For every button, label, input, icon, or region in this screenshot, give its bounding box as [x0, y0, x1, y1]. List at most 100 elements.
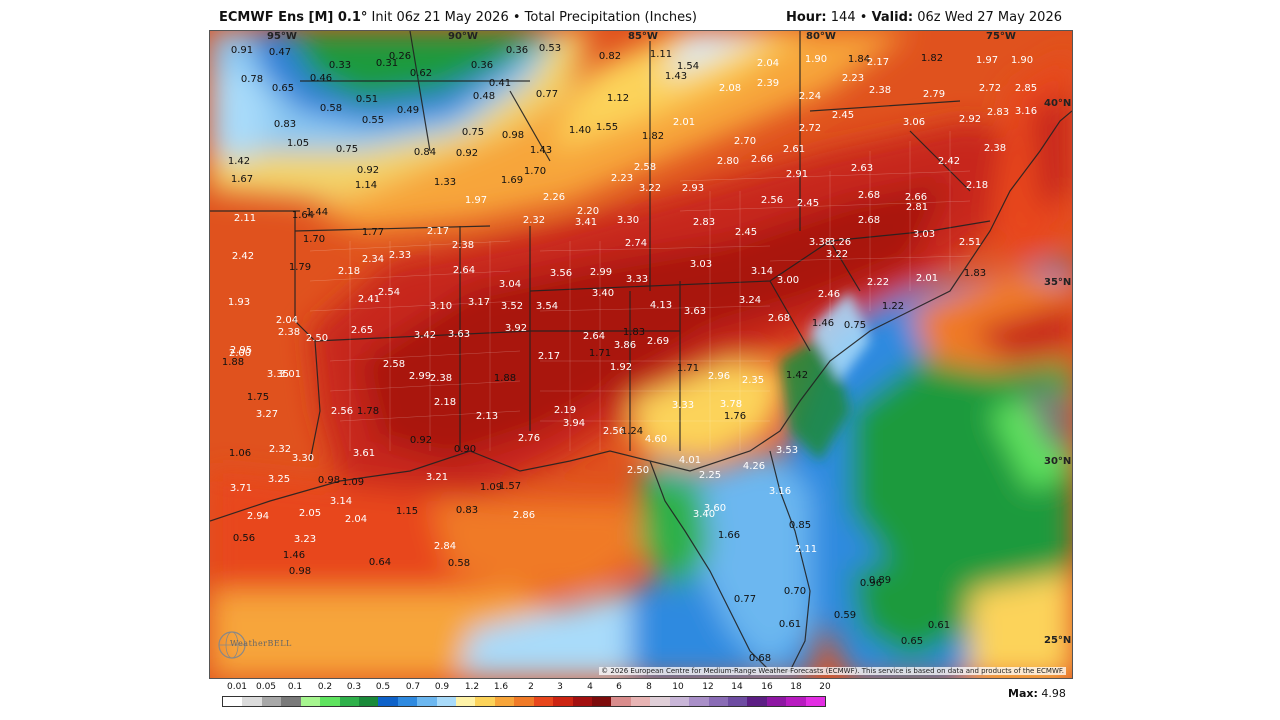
- precip-value-label: 0.98: [501, 130, 525, 141]
- precip-value-label: 3.22: [825, 249, 849, 260]
- precip-value-label: 0.48: [472, 91, 496, 102]
- precip-value-label: 3.78: [719, 399, 743, 410]
- precip-value-label: 2.25: [698, 470, 722, 481]
- precip-value-label: 1.54: [676, 61, 700, 72]
- precip-value-label: 3.21: [425, 472, 449, 483]
- precip-value-label: 2.72: [978, 83, 1002, 94]
- legend-tick-label: 18: [790, 682, 802, 692]
- precip-value-label: 2.68: [857, 190, 881, 201]
- precip-value-label: 2.11: [794, 544, 818, 555]
- precip-value-label: 0.68: [748, 653, 772, 664]
- precip-value-label: 1.06: [228, 448, 252, 459]
- precip-value-label: 3.35: [266, 369, 290, 380]
- precip-value-label: 0.92: [356, 165, 380, 176]
- map-title: ECMWF Ens [M] 0.1° Init 06z 21 May 2026 …: [219, 10, 697, 25]
- precip-value-label: 2.68: [767, 313, 791, 324]
- precip-value-label: 2.38: [868, 85, 892, 96]
- precip-value-label: 2.05: [298, 508, 322, 519]
- precip-value-label: 2.38: [983, 143, 1007, 154]
- precip-value-label: 1.15: [395, 506, 419, 517]
- precip-value-label: 1.42: [227, 156, 251, 167]
- precip-value-label: 1.09: [341, 477, 365, 488]
- precip-value-label: 0.31: [375, 58, 399, 69]
- precip-value-label: 3.63: [447, 329, 471, 340]
- precip-value-label: 0.65: [900, 636, 924, 647]
- precip-value-label: 3.40: [692, 509, 716, 520]
- precip-value-label: 1.82: [920, 53, 944, 64]
- precip-value-label: 0.65: [271, 83, 295, 94]
- precip-value-label: 2.92: [958, 114, 982, 125]
- model-name: ECMWF Ens [M] 0.1: [219, 10, 361, 25]
- legend-tick-label: 12: [702, 682, 714, 692]
- weatherbell-logo: WeatherBELL: [216, 630, 291, 660]
- lat-label: 25°N: [1044, 635, 1072, 646]
- precip-value-label: 1.44: [305, 207, 329, 218]
- precip-value-label: 0.98: [288, 566, 312, 577]
- legend-tick-label: 0.7: [405, 682, 421, 692]
- precip-value-label: 1.66: [717, 530, 741, 541]
- precip-value-label: 2.00: [228, 348, 252, 359]
- precip-value-label: 0.46: [309, 73, 333, 84]
- precip-value-label: 2.56: [602, 426, 626, 437]
- precip-value-label: 1.46: [282, 550, 306, 561]
- legend-tick-label: 0.05: [255, 682, 277, 692]
- legend-tick-label: 0.9: [434, 682, 450, 692]
- legend-color-swatch: [650, 697, 670, 706]
- precip-value-label: 0.96: [859, 578, 883, 589]
- precip-value-label: 2.23: [841, 73, 865, 84]
- precip-value-label: 2.76: [517, 433, 541, 444]
- precip-value-label: 0.64: [368, 557, 392, 568]
- precip-value-label: 1.57: [498, 481, 522, 492]
- legend-tick-label: 1.6: [493, 682, 509, 692]
- precip-value-label: 1.71: [676, 363, 700, 374]
- legend-color-swatch: [300, 697, 321, 706]
- precip-value-label: 0.77: [733, 594, 757, 605]
- precip-value-label: 0.82: [598, 51, 622, 62]
- precip-value-label: 4.26: [742, 461, 766, 472]
- precip-value-label: 0.36: [470, 60, 494, 71]
- precip-value-label: 4.01: [678, 455, 702, 466]
- legend-tick-label: 0.5: [375, 682, 391, 692]
- precip-value-label: 2.38: [277, 327, 301, 338]
- precip-value-label: 1.09: [479, 482, 503, 493]
- legend-color-swatch: [378, 697, 398, 706]
- legend-tick-label: 6: [616, 682, 622, 692]
- precip-value-label: 0.33: [328, 60, 352, 71]
- legend-color-swatch: [805, 697, 826, 706]
- precip-value-label: 3.38: [808, 237, 832, 248]
- legend-color-swatch: [475, 697, 495, 706]
- precip-value-label: 0.98: [317, 475, 341, 486]
- precipitation-field: [210, 31, 1072, 678]
- lat-label: 30°N: [1044, 456, 1072, 467]
- precip-value-label: 1.70: [523, 166, 547, 177]
- precip-value-label: 3.56: [549, 268, 573, 279]
- legend-tick-label: 2: [528, 682, 534, 692]
- precip-value-label: 1.97: [975, 55, 999, 66]
- precip-value-label: 1.83: [963, 268, 987, 279]
- precip-value-label: 3.52: [500, 301, 524, 312]
- precip-value-label: 1.71: [588, 348, 612, 359]
- precip-value-label: 0.78: [240, 74, 264, 85]
- precip-value-label: 2.81: [905, 202, 929, 213]
- legend-color-swatch: [727, 697, 748, 706]
- precip-value-label: 2.74: [624, 238, 648, 249]
- precip-value-label: 0.75: [335, 144, 359, 155]
- precip-value-label: 2.17: [426, 226, 450, 237]
- legend-tick-label: 20: [819, 682, 831, 692]
- hour-value: 144: [830, 10, 856, 25]
- precip-value-label: 2.20: [576, 206, 600, 217]
- precip-value-label: 2.35: [741, 375, 765, 386]
- max-label: Max:: [1008, 687, 1038, 700]
- precip-value-label: 3.06: [902, 117, 926, 128]
- precip-value-label: 0.85: [788, 520, 812, 531]
- precip-value-label: 1.43: [529, 145, 553, 156]
- precip-value-label: 3.33: [671, 400, 695, 411]
- legend-tick-label: 14: [731, 682, 743, 692]
- legend-tick-label: 3: [557, 682, 563, 692]
- precip-value-label: 0.91: [230, 45, 254, 56]
- legend-color-swatch: [456, 697, 476, 706]
- precip-value-label: 1.11: [649, 49, 673, 60]
- precip-value-label: 0.61: [927, 620, 951, 631]
- precip-value-label: 1.90: [804, 54, 828, 65]
- precip-value-label: 2.38: [451, 240, 475, 251]
